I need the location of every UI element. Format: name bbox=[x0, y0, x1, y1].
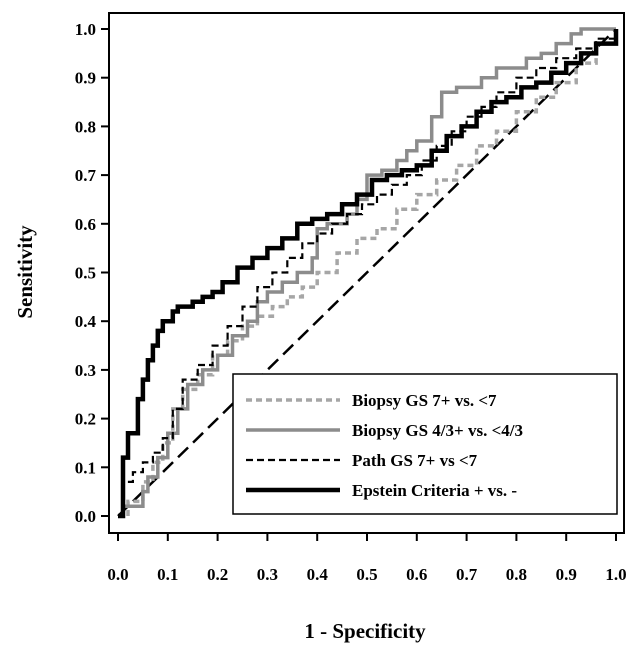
x-tick-label: 0.2 bbox=[207, 565, 228, 584]
x-axis-title: 1 - Specificity bbox=[304, 619, 426, 643]
legend-label: Epstein Criteria + vs. - bbox=[352, 481, 517, 500]
x-tick-label: 0.6 bbox=[406, 565, 427, 584]
legend: Biopsy GS 7+ vs. <7 Biopsy GS 4/3+ vs. <4… bbox=[232, 373, 618, 515]
y-tick-label: 0.9 bbox=[75, 69, 96, 88]
series-layer bbox=[118, 27, 619, 519]
x-tick-label: 0.9 bbox=[556, 565, 577, 584]
x-axis-ticks: 0.0 0.1 0.2 0.3 0.4 0.5 0.6 0.7 0.8 0.9 1.0 bbox=[107, 533, 627, 584]
y-tick-label: 0.6 bbox=[75, 215, 96, 234]
y-axis-title: Sensitivity bbox=[13, 225, 37, 319]
y-tick-label: 1.0 bbox=[75, 20, 96, 39]
y-tick-label: 0.3 bbox=[75, 361, 96, 380]
y-tick-label: 0.5 bbox=[75, 264, 96, 283]
y-tick-label: 0.7 bbox=[75, 166, 97, 185]
x-tick-label: 0.0 bbox=[107, 565, 128, 584]
reference-diagonal bbox=[117, 28, 617, 517]
y-tick-label: 0.2 bbox=[75, 410, 96, 429]
x-tick-label: 0.3 bbox=[257, 565, 278, 584]
series-line-4 bbox=[118, 29, 619, 519]
reference-line bbox=[117, 28, 617, 517]
x-tick-label: 0.4 bbox=[307, 565, 329, 584]
series-line-1 bbox=[118, 29, 618, 518]
y-tick-label: 0.0 bbox=[75, 507, 96, 526]
legend-label: Biopsy GS 4/3+ vs. <4/3 bbox=[352, 421, 523, 440]
x-tick-label: 0.5 bbox=[356, 565, 377, 584]
legend-label: Biopsy GS 7+ vs. <7 bbox=[352, 391, 497, 410]
y-tick-label: 0.8 bbox=[75, 117, 96, 136]
legend-label: Path GS 7+ vs <7 bbox=[352, 451, 478, 470]
y-tick-label: 0.4 bbox=[75, 312, 97, 331]
series-line-3 bbox=[118, 29, 618, 518]
y-tick-label: 0.1 bbox=[75, 458, 96, 477]
y-axis-ticks: 0.0 0.1 0.2 0.3 0.4 0.5 0.6 0.7 0.8 0.9 1.0 bbox=[75, 20, 109, 526]
x-tick-label: 1.0 bbox=[605, 565, 626, 584]
x-tick-label: 0.8 bbox=[506, 565, 527, 584]
x-tick-label: 0.1 bbox=[157, 565, 178, 584]
x-tick-label: 0.7 bbox=[456, 565, 478, 584]
